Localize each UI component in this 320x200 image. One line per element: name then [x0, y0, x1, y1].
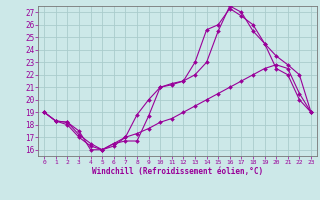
X-axis label: Windchill (Refroidissement éolien,°C): Windchill (Refroidissement éolien,°C)	[92, 167, 263, 176]
